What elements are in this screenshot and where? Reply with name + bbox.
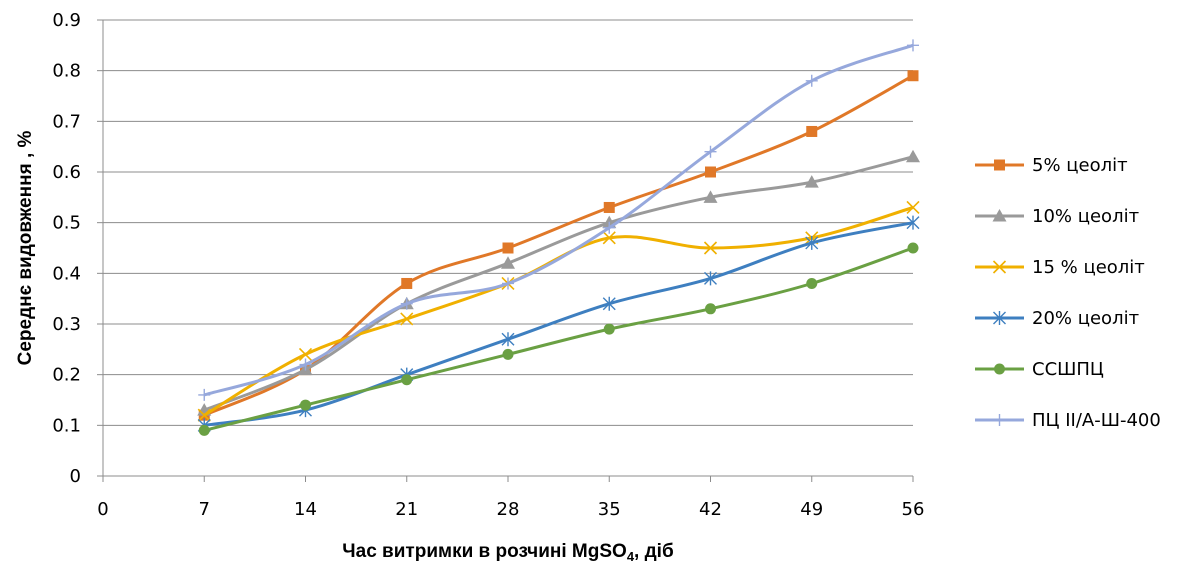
y-tick-label: 0.6 [52,162,81,183]
data-point [805,235,819,250]
series-line [203,246,914,432]
data-point [602,231,616,245]
data-point [198,424,210,436]
data-point [501,332,515,347]
legend-swatch-marker [992,260,1007,274]
x-tick-labels: 0 7 14 21 28 35 42 49 56 [97,499,924,520]
y-tick-label: 0.9 [52,10,81,31]
legend-label: 15 % цеоліт [1032,257,1145,278]
y-tick-label: 0.8 [52,61,81,82]
legend-label: ССШПЦ [1032,359,1104,380]
legend-item: 10% цеоліт [975,206,1139,227]
data-point [401,374,413,386]
data-point [907,70,919,82]
data-point [502,277,514,290]
legend-item: ССШПЦ [975,359,1104,380]
y-tick-labels: 0 0.1 0.2 0.3 0.4 0.5 0.6 0.7 0.8 0.9 [52,10,81,487]
legend-swatch-marker [992,209,1007,222]
data-point [400,312,414,326]
data-point [501,256,515,269]
y-tick-label: 0 [70,466,81,487]
series-line [203,43,914,397]
data-point [806,125,818,137]
x-tick-label: 0 [97,499,108,520]
data-point [603,201,615,213]
data-point [298,347,313,361]
legend-swatch-marker [994,363,1005,375]
x-axis-title-subscript: 4 [627,549,635,563]
data-point [906,215,920,230]
y-tick-label: 0.3 [52,314,81,335]
x-axis-title: Час витримки в розчині MgSO4, діб [342,541,673,563]
x-tick-label: 14 [294,499,317,520]
series-5 [198,242,919,436]
data-point [906,149,920,163]
y-tick-label: 0.2 [52,365,81,386]
x-tick-label: 28 [497,499,520,520]
legend-item: 5% цеоліт [975,155,1128,176]
legend-swatch-marker [993,414,1006,426]
data-point [602,296,616,311]
data-point [805,74,818,87]
x-tick-label: 21 [395,499,418,520]
x-tick-label: 49 [800,499,823,520]
legend-item: 20% цеоліт [975,308,1139,329]
series-3 [197,200,920,422]
x-tick-label: 56 [902,499,925,520]
data-point [502,242,514,254]
data-point [198,388,211,401]
data-point [705,166,716,178]
data-point [906,200,920,215]
series-6 [198,39,919,401]
x-axis-title-main: Час витримки в розчині MgSO [342,541,627,562]
data-point [806,277,818,289]
axes [97,19,914,482]
data-point [704,145,717,158]
legend-item: 15 % цеоліт [975,257,1145,278]
gridlines [103,19,913,426]
legend: 5% цеоліт 10% цеоліт 15 % цеоліт 20% цеоліт… [975,155,1161,431]
legend-label: 10% цеоліт [1032,206,1139,227]
data-point [197,408,211,422]
x-tick-label: 7 [199,499,210,520]
data-point [703,241,718,255]
y-tick-label: 0.7 [52,111,81,132]
data-point [804,175,819,188]
y-axis-title: Середнє видовження , % [15,131,36,366]
x-axis-title-suffix: , діб [634,541,674,562]
legend-swatch-marker [994,159,1005,171]
data-point [704,271,717,286]
y-tick-label: 0.4 [52,263,81,284]
data-point [907,242,919,254]
legend-item: ПЦ II/А-Ш-400 [975,410,1161,431]
y-tick-label: 0.1 [52,415,81,436]
data-point [603,323,615,335]
data-point [705,303,716,315]
y-tick-label: 0.5 [52,213,81,234]
x-tick-label: 42 [699,499,722,520]
data-point [502,348,514,360]
data-point [603,221,616,234]
series-group [197,39,920,436]
data-point [907,39,919,52]
data-point [703,190,718,203]
legend-label: ПЦ II/А-Ш-400 [1032,410,1161,431]
series-line [203,155,914,412]
x-tick-label: 35 [598,499,621,520]
legend-label: 5% цеоліт [1032,155,1128,176]
legend-label: 20% цеоліт [1032,308,1139,329]
data-point [299,358,312,371]
data-point [400,297,413,310]
series-line [204,221,914,427]
legend-swatch-marker [993,311,1006,325]
data-point [401,277,413,289]
data-point [300,399,311,411]
